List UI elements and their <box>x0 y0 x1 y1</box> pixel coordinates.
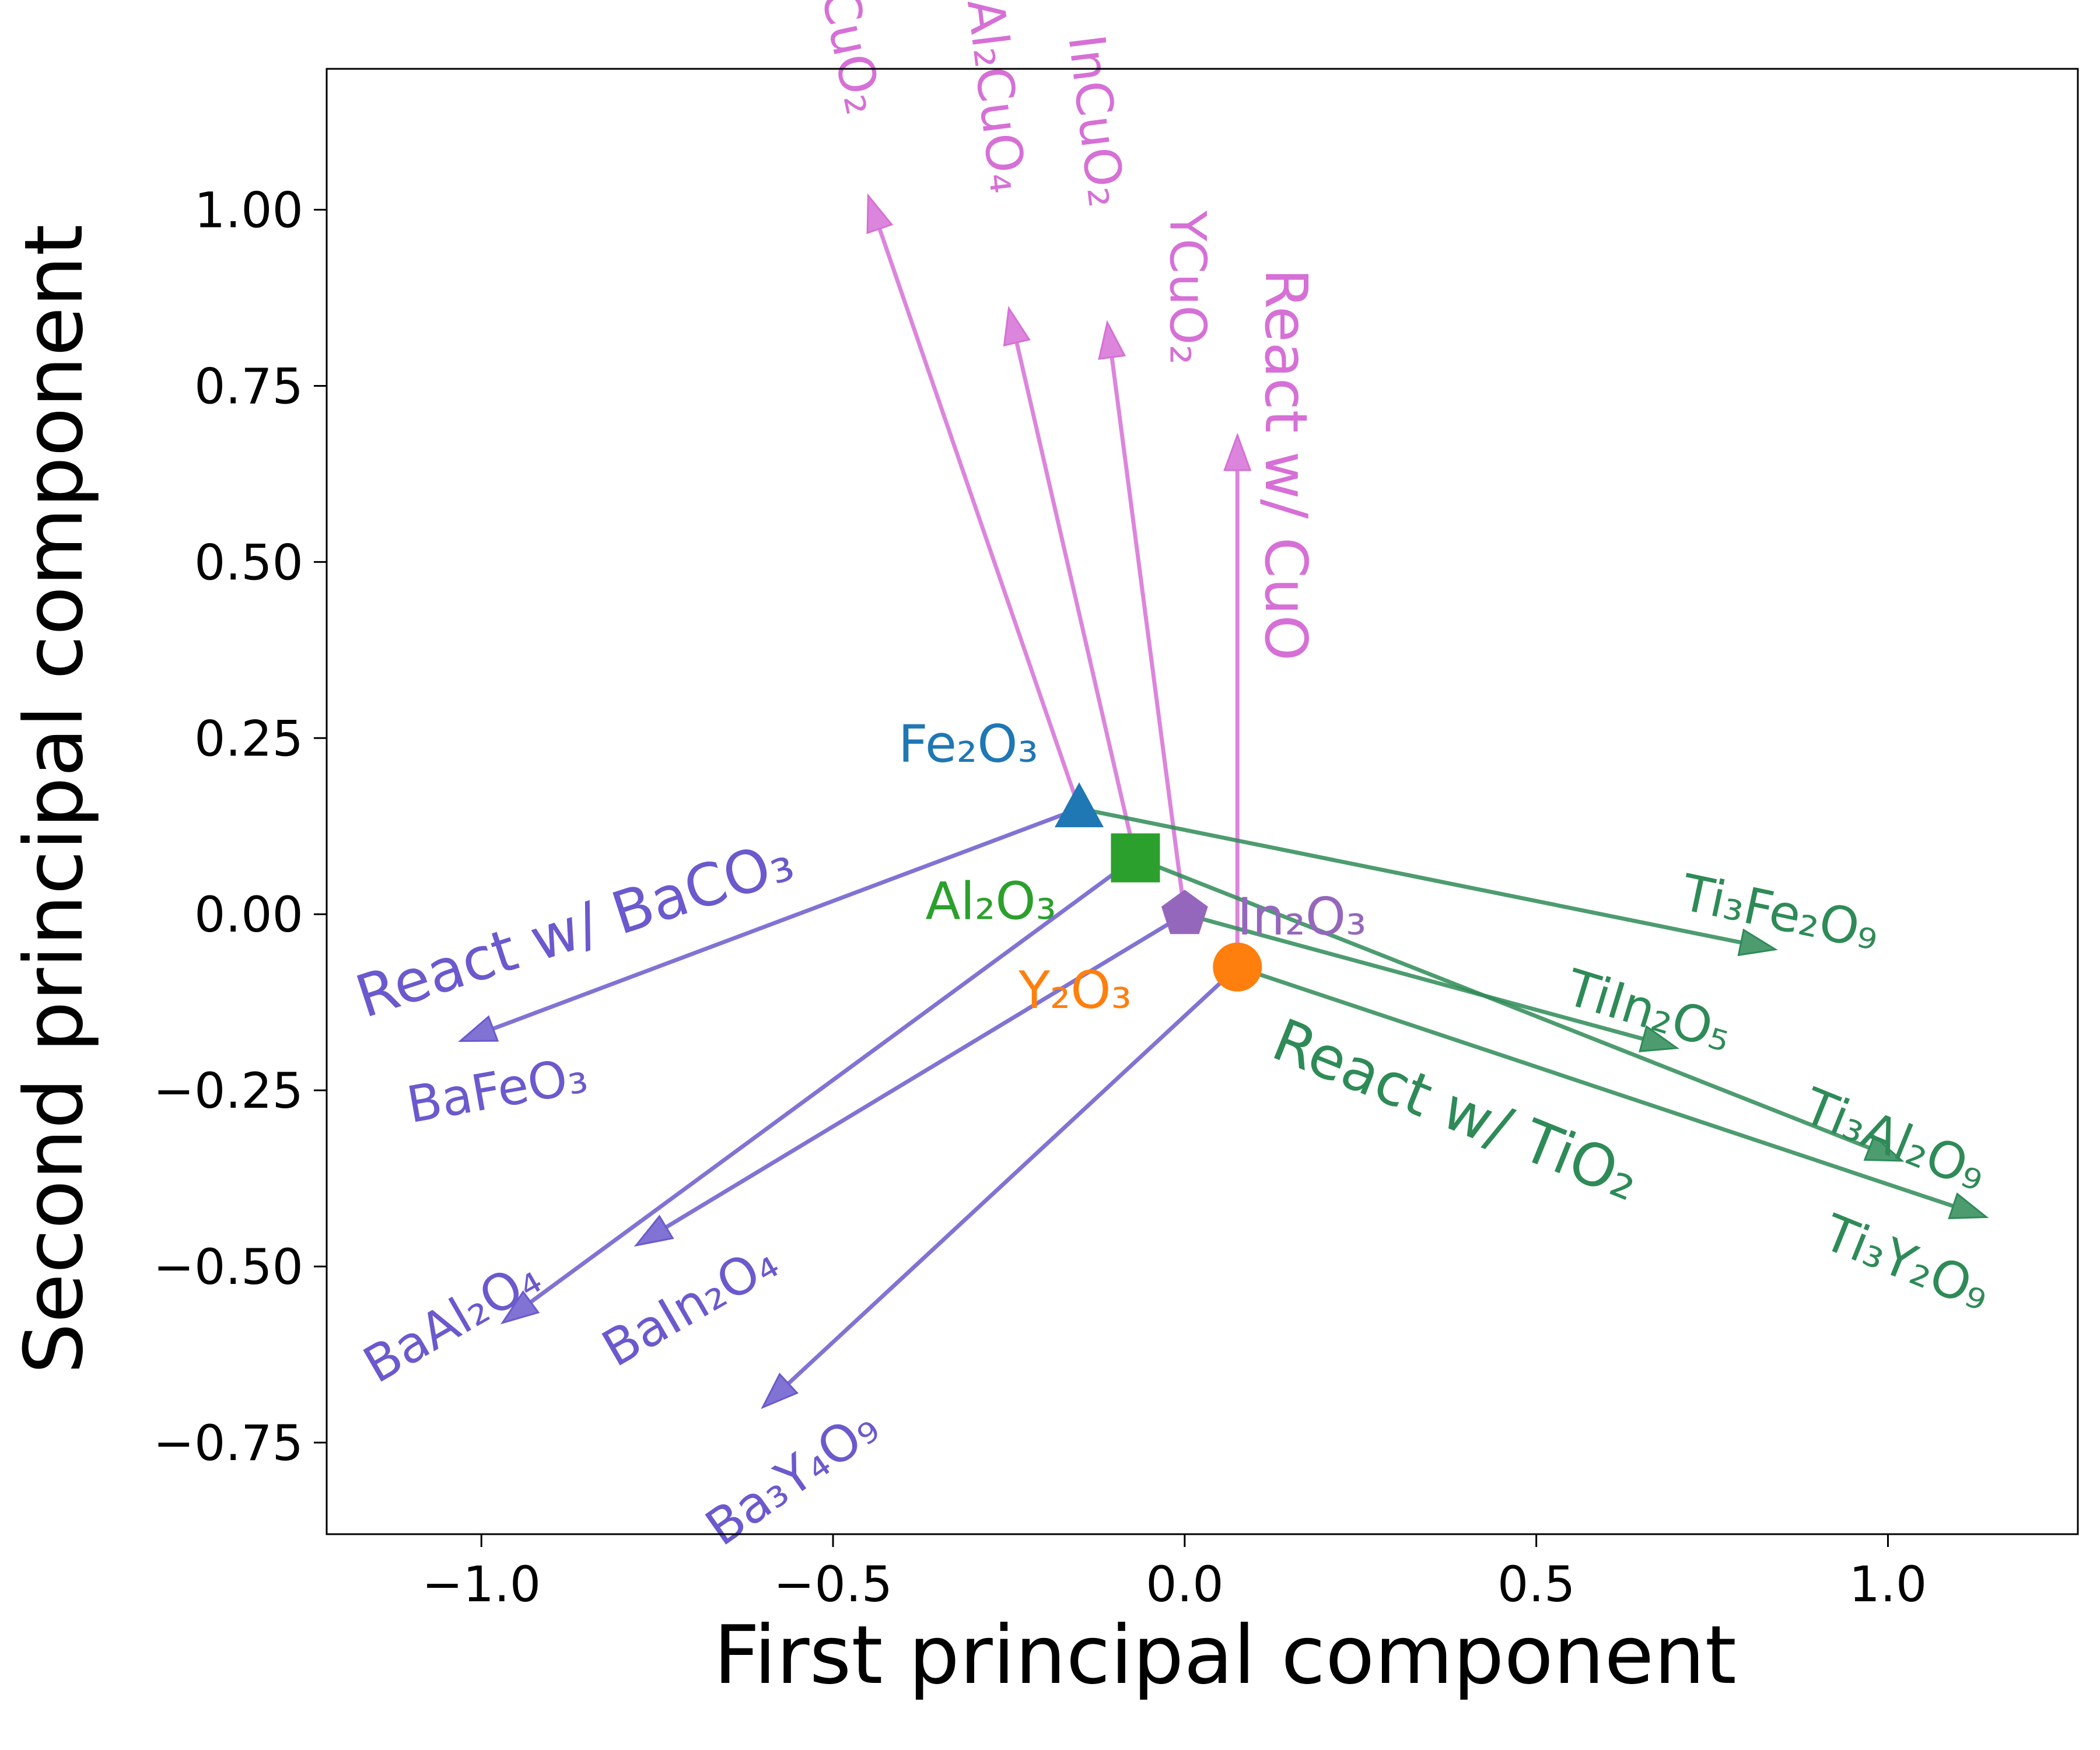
arrow-head-TiO2-1 <box>1639 1025 1679 1052</box>
point-Al2O3 <box>1111 833 1160 883</box>
arrow-head-BaCO3-3 <box>761 1373 799 1409</box>
reaction-arrows <box>457 193 1989 1409</box>
group-label-BaCO3: React w/ BaCO₃ <box>348 826 802 1031</box>
precursor-points <box>1055 782 1262 992</box>
product-label: BaFeO₃ <box>402 1046 592 1135</box>
y-axis-title: Second principal component <box>7 224 101 1374</box>
x-tick-label: 1.0 <box>1849 1556 1927 1613</box>
product-label: Ti₃Fe₂O₉ <box>1676 863 1884 962</box>
arrow-head-BaCO3-1 <box>500 1290 540 1325</box>
y-tick-label: 0.50 <box>194 534 303 591</box>
product-label: Al₂CuO₄ <box>956 0 1037 196</box>
point-Y2O3 <box>1213 942 1262 992</box>
point-label-Al2O3: Al₂O₃ <box>925 872 1056 932</box>
y-tick-label: 1.00 <box>194 182 303 239</box>
arrow-head-BaCO3-0 <box>457 1015 499 1042</box>
x-tick-label: 0.5 <box>1497 1556 1576 1613</box>
arrow-head-BaCO3-2 <box>634 1214 674 1247</box>
arrow-head-TiO2-3 <box>1948 1192 1989 1219</box>
arrow-head-CuO-3 <box>1223 432 1252 471</box>
chart-labels: FeCuO₂ Al₂CuO₄ InCuO₂ YCuO₂ React w/ CuO BaFe… <box>348 0 1998 1558</box>
arrow-TiO2-0 <box>1079 806 1742 945</box>
arrow-head-TiO2-0 <box>1737 928 1778 957</box>
point-In2O3 <box>1161 890 1208 935</box>
x-tick-label: −1.0 <box>422 1556 541 1613</box>
product-label: BaAl₂O₄ <box>354 1248 551 1395</box>
plot-frame <box>326 68 2079 1535</box>
axis-ticks: −1.0 −0.5 0.0 0.5 1.0 1.00 0.75 0.50 0.25 0.00 −0.… <box>153 182 1927 1613</box>
arrow-CuO-2 <box>1110 356 1187 915</box>
point-label-Fe2O3: Fe₂O₃ <box>898 714 1038 774</box>
arrow-TiO2-3 <box>1237 965 1954 1208</box>
product-label: InCuO₂ <box>1056 32 1135 211</box>
product-label: BaIn₂O₄ <box>593 1232 788 1378</box>
y-tick-label: 0.25 <box>194 710 303 767</box>
arrow-BaCO3-3 <box>787 965 1239 1385</box>
arrow-BaCO3-1 <box>529 856 1137 1304</box>
y-tick-label: 0.75 <box>194 358 303 415</box>
y-tick-label: −0.50 <box>153 1238 303 1296</box>
arrow-CuO-1 <box>1014 342 1138 859</box>
product-label: Ti₃Al₂O₉ <box>1795 1077 1994 1203</box>
arrow-CuO-0 <box>877 228 1082 810</box>
arrow-TiO2-2 <box>1135 856 1871 1150</box>
arrow-head-CuO-2 <box>1098 320 1126 360</box>
y-tick-label: −0.25 <box>153 1062 303 1119</box>
point-label-Y2O3: Y₂O₃ <box>1018 960 1132 1020</box>
y-tick-label: 0.00 <box>194 886 303 943</box>
arrow-head-CuO-0 <box>866 193 894 235</box>
arrow-head-TiO2-2 <box>1863 1134 1905 1162</box>
arrow-BaCO3-2 <box>665 912 1186 1229</box>
x-axis-title: First principal component <box>713 1608 1737 1702</box>
arrow-TiO2-1 <box>1184 912 1644 1041</box>
point-label-In2O3: In₂O₃ <box>1237 887 1367 947</box>
product-label: FeCuO₂ <box>797 0 892 120</box>
arrow-BaCO3-0 <box>492 806 1080 1031</box>
product-label: YCuO₂ <box>1158 210 1216 365</box>
x-tick-label: 0.0 <box>1146 1556 1224 1613</box>
arrow-head-CuO-1 <box>1003 306 1031 346</box>
y-tick-label: −0.75 <box>153 1415 303 1472</box>
point-Fe2O3 <box>1055 782 1104 828</box>
x-tick-label: −0.5 <box>774 1556 892 1613</box>
group-label-CuO: React w/ CuO <box>1252 268 1320 661</box>
product-label: Ti₃Y₂O₉ <box>1815 1203 1998 1323</box>
